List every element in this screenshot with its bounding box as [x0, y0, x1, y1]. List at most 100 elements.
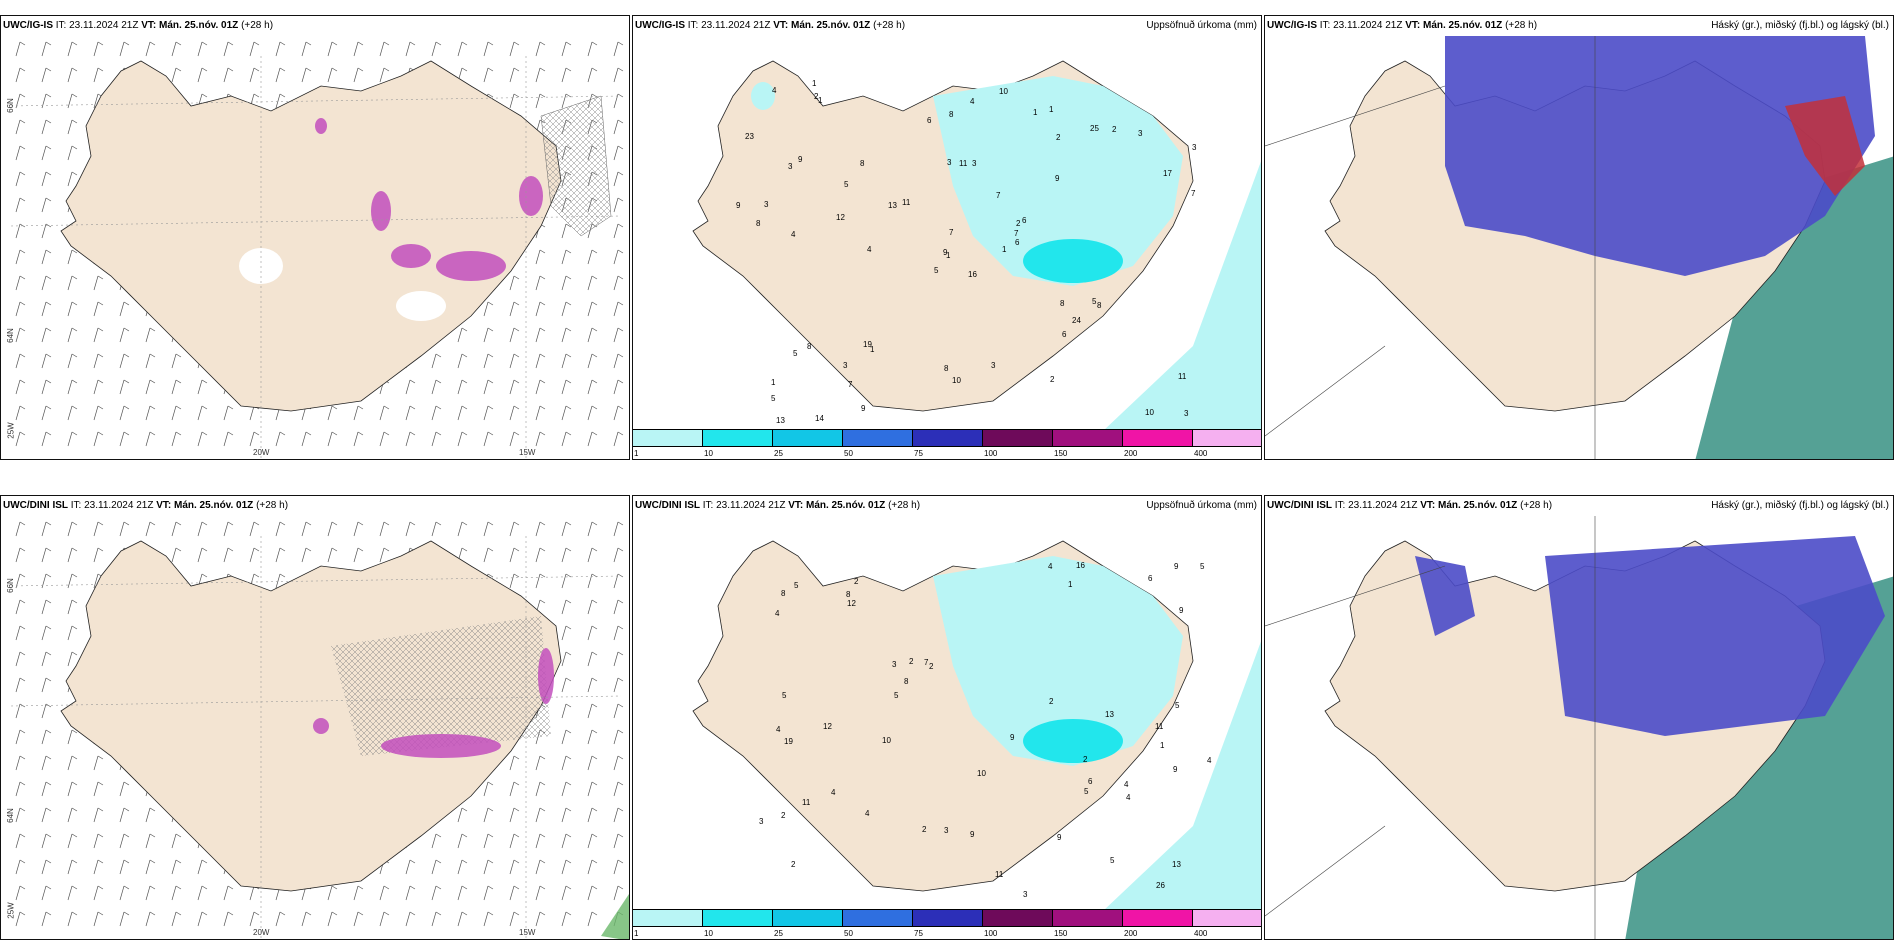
- lon-label: 15W: [519, 448, 536, 457]
- wind-barb: [509, 67, 520, 83]
- precip-value: 6: [1088, 777, 1093, 786]
- wind-barb: [561, 301, 572, 317]
- colorbar-swatch: [843, 429, 913, 447]
- wind-barb: [119, 405, 130, 421]
- wind-barb: [509, 755, 520, 771]
- precip-value: 3: [788, 162, 793, 171]
- wind-barb: [561, 677, 572, 693]
- wind-barb: [67, 275, 78, 291]
- wind-barb: [15, 625, 26, 641]
- precip-value: 9: [1010, 733, 1015, 742]
- precip-value: 11: [959, 159, 968, 168]
- wind-barb: [67, 119, 78, 135]
- wind-barb: [93, 405, 104, 421]
- colorbar-swatch: [1193, 429, 1261, 447]
- panel-ig-wind: UWC/IG-IS IT: 23.11.2024 21Z VT: Mán. 25…: [0, 15, 630, 460]
- precip-value: 8: [756, 219, 761, 228]
- wind-barb: [41, 379, 52, 395]
- wind-barb: [67, 93, 78, 109]
- colorbar-label: 400: [1194, 449, 1208, 458]
- wind-barb: [67, 651, 78, 667]
- precip-value: 5: [1092, 297, 1097, 306]
- wind-barb: [509, 859, 520, 875]
- wind-barb: [509, 885, 520, 901]
- colorbar-swatch: [983, 429, 1053, 447]
- wind-barb: [561, 223, 572, 239]
- wind-barb: [119, 781, 130, 797]
- wind-barb: [613, 431, 624, 447]
- precip-value: 7: [924, 658, 929, 667]
- wind-barb: [15, 703, 26, 719]
- wind-barb: [431, 431, 442, 447]
- wind-barb: [431, 41, 442, 57]
- wind-barb: [561, 431, 572, 447]
- precip-value: 16: [968, 270, 977, 279]
- wind-barb: [67, 67, 78, 83]
- precip-value: 2: [791, 860, 796, 869]
- colorbar-label: 100: [984, 929, 998, 938]
- wind-barb: [379, 405, 390, 421]
- colorbar-label: 150: [1054, 929, 1068, 938]
- precip-value: 6: [1022, 216, 1027, 225]
- precip-value: 14: [815, 414, 824, 423]
- wind-barb: [405, 859, 416, 875]
- precip-value: 8: [860, 159, 865, 168]
- colorbar-swatch: [773, 909, 843, 927]
- wind-barb: [561, 885, 572, 901]
- wind-barb: [353, 521, 364, 537]
- wind-barb: [67, 859, 78, 875]
- wind-barb: [15, 301, 26, 317]
- wind-barb: [483, 781, 494, 797]
- wind-barb: [197, 405, 208, 421]
- wind-barb: [509, 327, 520, 343]
- wind-barb: [613, 93, 624, 109]
- wind-barb: [67, 145, 78, 161]
- colorbar-label: 10: [704, 449, 713, 458]
- wind-barb: [561, 249, 572, 265]
- wind-barb: [535, 67, 546, 83]
- colorbar-label: 25: [774, 929, 783, 938]
- wind-barb: [67, 405, 78, 421]
- wind-barb: [613, 625, 624, 641]
- wind-barb: [587, 249, 598, 265]
- wind-barb: [41, 677, 52, 693]
- wind-barb: [119, 859, 130, 875]
- wind-barb: [67, 521, 78, 537]
- wind-barb: [535, 41, 546, 57]
- wind-barb: [327, 547, 338, 563]
- wind-barb: [223, 41, 234, 57]
- panel-dini-wind: UWC/DINI ISL IT: 23.11.2024 21Z VT: Mán.…: [0, 495, 630, 940]
- wind-barb: [223, 67, 234, 83]
- precip-value: 9: [1179, 606, 1184, 615]
- wind-barb: [93, 41, 104, 57]
- wind-barb: [405, 379, 416, 395]
- wind-barb: [119, 521, 130, 537]
- wind-barb: [275, 521, 286, 537]
- precip-value: 6: [1015, 238, 1020, 247]
- precip-value: 3: [759, 817, 764, 826]
- wind-barb: [509, 41, 520, 57]
- precip-value: 5: [771, 394, 776, 403]
- wind-barb: [561, 93, 572, 109]
- wind-barb: [41, 651, 52, 667]
- wind-barb: [15, 379, 26, 395]
- precip-value: 11: [995, 870, 1004, 879]
- colorbar-label: 1: [634, 929, 639, 938]
- wind-barb: [613, 275, 624, 291]
- wind-barb: [15, 729, 26, 745]
- wind-barb: [15, 859, 26, 875]
- precip-value: 9: [736, 201, 741, 210]
- wind-barb: [93, 781, 104, 797]
- wind-barb: [457, 833, 468, 849]
- wind-barb: [587, 379, 598, 395]
- wind-barb: [15, 911, 26, 927]
- precip-value: 10: [882, 736, 891, 745]
- wind-barb: [15, 833, 26, 849]
- wind-barb: [509, 93, 520, 109]
- wind-barb: [613, 807, 624, 823]
- wind-barb: [587, 67, 598, 83]
- precip-value: 7: [996, 191, 1001, 200]
- wind-barb: [197, 521, 208, 537]
- precip-value: 4: [865, 809, 870, 818]
- wind-barb: [41, 119, 52, 135]
